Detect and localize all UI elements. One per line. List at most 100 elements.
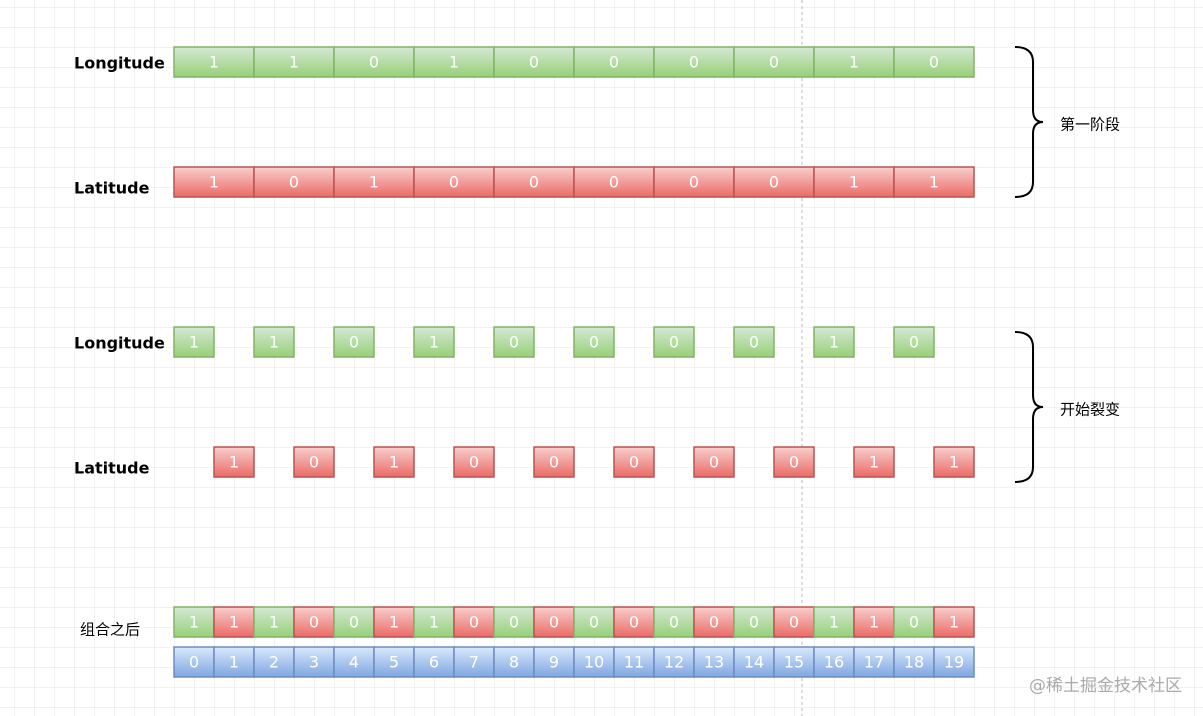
bit-value: 1 (949, 453, 959, 472)
bit-value: 0 (629, 613, 639, 632)
bit-cell (253, 166, 335, 198)
bit-value: 16 (824, 653, 844, 672)
bit-cell (613, 446, 655, 478)
bit-value: 2 (269, 653, 279, 672)
bit-value: 13 (704, 653, 724, 672)
bit-cell (813, 46, 895, 78)
bit-cell (293, 646, 335, 678)
row-label: Longitude (74, 54, 165, 73)
watermark: @稀土掘金技术社区 (1029, 676, 1182, 696)
bit-value: 0 (369, 53, 379, 72)
bit-value: 1 (269, 333, 279, 352)
bit-cell (493, 326, 535, 358)
bit-cell (173, 166, 255, 198)
bit-value: 0 (529, 173, 539, 192)
bit-cell (293, 606, 335, 638)
bit-value: 1 (209, 53, 219, 72)
bit-cell (413, 326, 455, 358)
bit-cell (213, 446, 255, 478)
bit-cell (373, 646, 415, 678)
bit-value: 0 (909, 333, 919, 352)
bit-cell (933, 606, 975, 638)
row-label: Longitude (74, 334, 165, 353)
bit-value: 0 (709, 453, 719, 472)
bit-cell (933, 646, 975, 678)
bit-cell (173, 606, 215, 638)
bit-cell (933, 446, 975, 478)
bit-cell (773, 606, 815, 638)
bit-value: 5 (389, 653, 399, 672)
bit-cell (813, 326, 855, 358)
bit-cell (733, 326, 775, 358)
bit-cell (253, 326, 295, 358)
bit-value: 4 (349, 653, 359, 672)
bit-cell (533, 606, 575, 638)
bit-cell (653, 326, 695, 358)
bit-cell (173, 646, 215, 678)
bit-value: 1 (289, 53, 299, 72)
bit-value: 0 (629, 453, 639, 472)
bit-value: 0 (309, 613, 319, 632)
stage-label: 开始裂变 (1060, 401, 1120, 419)
bit-value: 0 (789, 613, 799, 632)
bit-value: 9 (549, 653, 559, 672)
bit-value: 0 (609, 53, 619, 72)
bit-value: 0 (289, 173, 299, 192)
bit-value: 3 (309, 653, 319, 672)
bit-value: 1 (869, 613, 879, 632)
bit-cell (373, 446, 415, 478)
bit-value: 1 (189, 613, 199, 632)
bit-value: 0 (309, 453, 319, 472)
bit-value: 0 (749, 333, 759, 352)
bit-value: 0 (689, 173, 699, 192)
bit-value: 1 (229, 613, 239, 632)
bit-cell (573, 326, 615, 358)
bit-value: 0 (709, 613, 719, 632)
bit-value: 1 (389, 613, 399, 632)
bit-value: 0 (189, 653, 199, 672)
bit-value: 1 (869, 453, 879, 472)
bit-cell (293, 446, 335, 478)
bit-value: 1 (429, 613, 439, 632)
bit-cell (653, 166, 735, 198)
bit-value: 0 (769, 173, 779, 192)
bit-cell (813, 646, 855, 678)
stage-label: 第一阶段 (1060, 116, 1120, 134)
brace (1014, 46, 1044, 198)
bit-cell (693, 606, 735, 638)
bit-cell (213, 646, 255, 678)
bit-cell (613, 606, 655, 638)
bit-value: 0 (669, 613, 679, 632)
bit-value: 0 (609, 173, 619, 192)
bit-value: 1 (209, 173, 219, 192)
bit-value: 8 (509, 653, 519, 672)
bit-cell (893, 46, 975, 78)
bit-cell (493, 46, 575, 78)
bit-cell (453, 646, 495, 678)
brace (1014, 331, 1044, 483)
bit-value: 0 (689, 53, 699, 72)
bit-value: 0 (469, 453, 479, 472)
bit-cell (773, 446, 815, 478)
bit-value: 0 (789, 453, 799, 472)
bit-value: 1 (829, 613, 839, 632)
bit-value: 10 (584, 653, 604, 672)
bit-value: 0 (589, 333, 599, 352)
bit-cell (893, 166, 975, 198)
bit-cell (773, 646, 815, 678)
bit-value: 1 (849, 173, 859, 192)
bit-value: 1 (389, 453, 399, 472)
bit-value: 12 (664, 653, 684, 672)
bit-cell (533, 646, 575, 678)
bit-value: 17 (864, 653, 884, 672)
bit-value: 6 (429, 653, 439, 672)
bit-cell (653, 606, 695, 638)
bit-value: 1 (449, 53, 459, 72)
bit-cell (693, 446, 735, 478)
bit-cell (853, 446, 895, 478)
bit-value: 0 (909, 613, 919, 632)
bit-value: 0 (669, 333, 679, 352)
row-label: 组合之后 (80, 621, 140, 639)
bit-cell (493, 646, 535, 678)
bit-cell (413, 606, 455, 638)
